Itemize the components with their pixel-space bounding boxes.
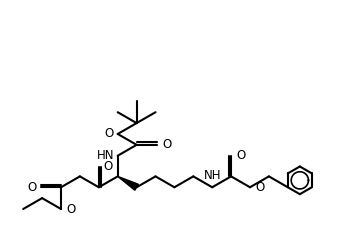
Text: NH: NH	[203, 169, 221, 182]
Text: O: O	[104, 127, 114, 140]
Text: O: O	[66, 203, 75, 216]
Text: O: O	[255, 181, 264, 194]
Text: O: O	[236, 149, 245, 162]
Text: O: O	[162, 138, 172, 151]
Text: HN: HN	[97, 149, 115, 162]
Text: O: O	[104, 160, 113, 173]
Polygon shape	[118, 176, 138, 190]
Text: O: O	[27, 181, 36, 194]
